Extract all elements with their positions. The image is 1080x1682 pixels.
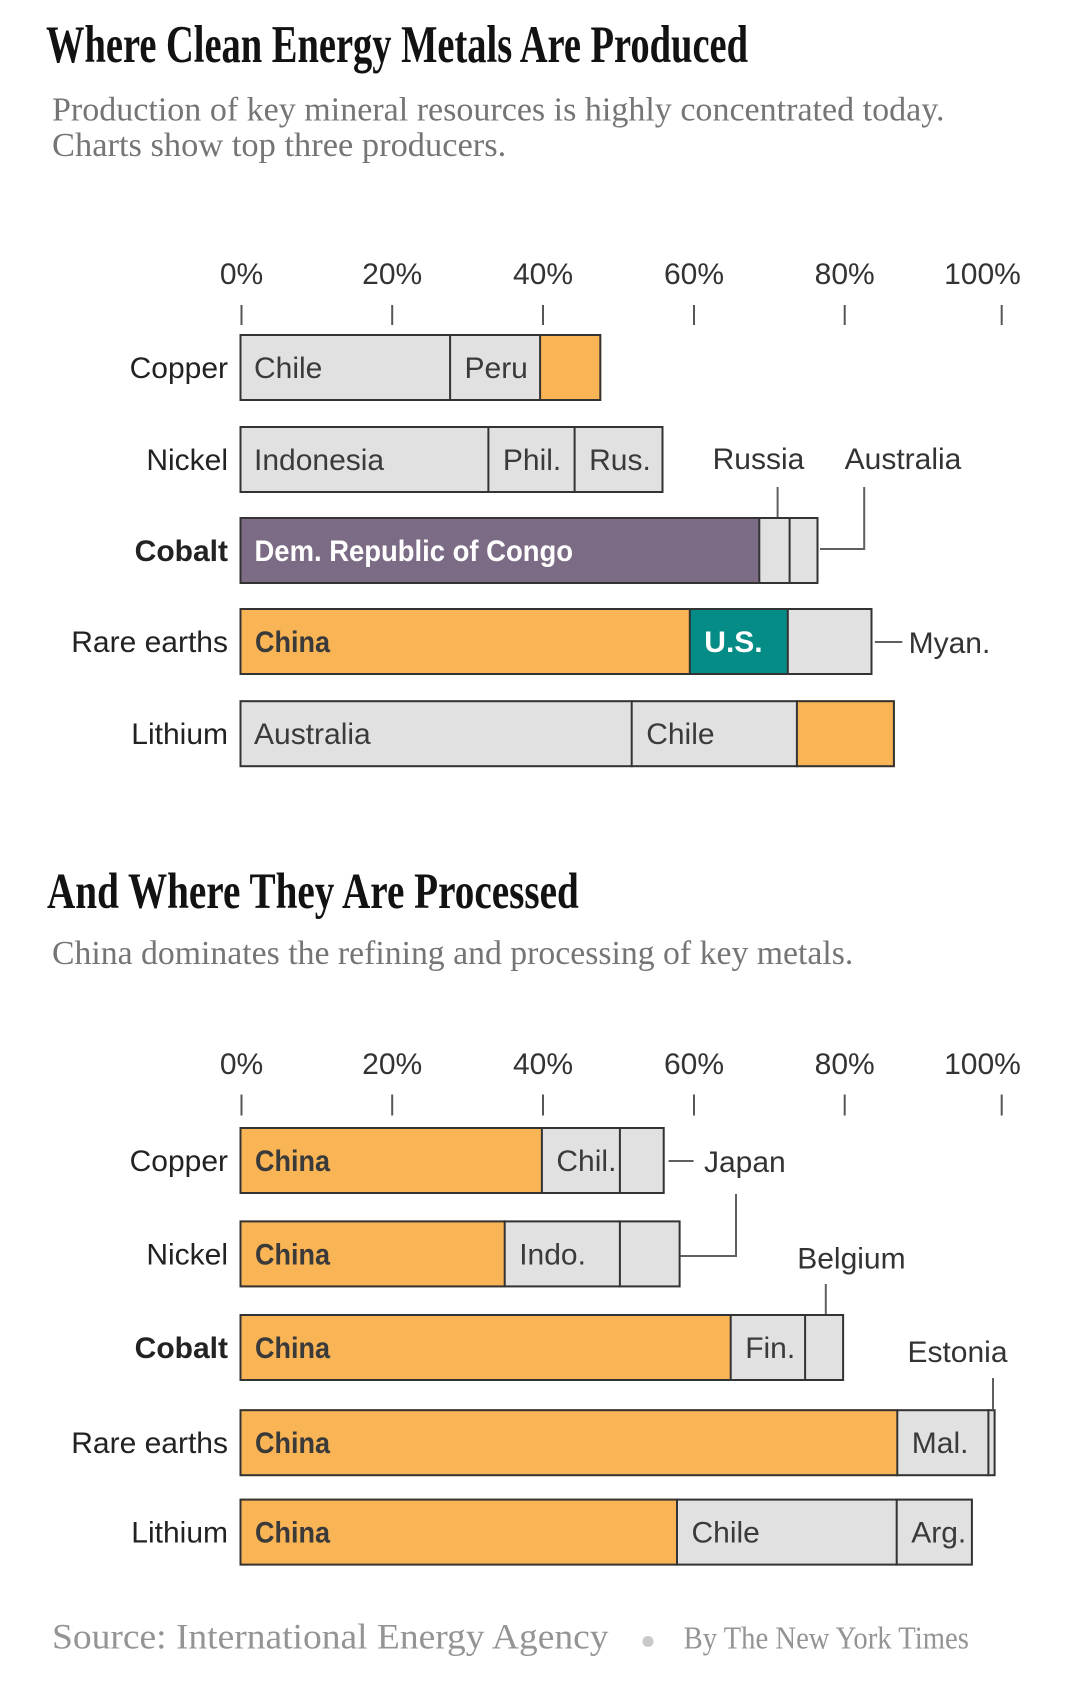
svg-text:Chile: Chile (254, 352, 322, 385)
svg-text:Rare earths: Rare earths (71, 626, 228, 659)
svg-text:Nickel: Nickel (146, 1238, 228, 1271)
svg-text:20%: 20% (362, 258, 422, 291)
svg-text:Charts show top three producer: Charts show top three producers. (52, 127, 506, 164)
svg-text:Cobalt: Cobalt (135, 535, 228, 568)
svg-text:By The New York Times: By The New York Times (684, 1620, 969, 1656)
svg-text:80%: 80% (815, 1048, 875, 1081)
svg-text:Chile: Chile (646, 718, 714, 751)
svg-text:Myan.: Myan. (909, 627, 991, 660)
svg-text:Arg.: Arg. (911, 1517, 966, 1550)
svg-text:20%: 20% (362, 1048, 422, 1081)
svg-text:Chile: Chile (692, 1517, 760, 1550)
svg-text:Rus.: Rus. (589, 444, 651, 477)
svg-text:Lithium: Lithium (131, 1517, 228, 1550)
svg-text:Where Clean Energy Metals Are: Where Clean Energy Metals Are Produced (46, 16, 748, 74)
svg-text:Japan: Japan (704, 1146, 786, 1179)
svg-text:Phil.: Phil. (503, 444, 561, 477)
svg-text:Copper: Copper (130, 1145, 228, 1178)
svg-text:Peru: Peru (465, 352, 528, 385)
svg-text:40%: 40% (513, 1048, 573, 1081)
svg-text:China: China (255, 1517, 330, 1550)
svg-text:China: China (255, 1427, 330, 1460)
svg-text:Cobalt: Cobalt (135, 1332, 228, 1365)
svg-text:Lithium: Lithium (131, 718, 228, 751)
svg-text:Mal.: Mal. (912, 1427, 969, 1460)
svg-text:U.S.: U.S. (704, 626, 762, 659)
svg-text:Belgium: Belgium (797, 1243, 905, 1276)
svg-text:Copper: Copper (130, 352, 228, 385)
svg-text:Russia: Russia (713, 443, 805, 476)
svg-text:0%: 0% (220, 258, 263, 291)
svg-text:Fin.: Fin. (745, 1332, 795, 1365)
svg-text:Production of key mineral reso: Production of key mineral resources is h… (52, 92, 944, 129)
svg-text:China: China (255, 1238, 330, 1271)
svg-text:Australia: Australia (845, 443, 962, 476)
svg-text:Chil.: Chil. (556, 1145, 616, 1178)
svg-text:Indo.: Indo. (519, 1238, 586, 1271)
svg-text:China: China (255, 1332, 330, 1365)
svg-text:China: China (255, 626, 330, 659)
svg-text:100%: 100% (944, 258, 1021, 291)
svg-text:Australia: Australia (254, 718, 371, 751)
svg-text:100%: 100% (944, 1048, 1021, 1081)
svg-text:And Where They Are Processed: And Where They Are Processed (47, 864, 579, 920)
svg-text:Indonesia: Indonesia (254, 444, 384, 477)
svg-text:Nickel: Nickel (146, 444, 228, 477)
svg-text:40%: 40% (513, 258, 573, 291)
svg-text:60%: 60% (664, 1048, 724, 1081)
svg-text:60%: 60% (664, 258, 724, 291)
svg-text:Source: International Energy A: Source: International Energy Agency (52, 1617, 609, 1657)
svg-text:0%: 0% (220, 1048, 263, 1081)
svg-text:80%: 80% (815, 258, 875, 291)
svg-text:Rare earths: Rare earths (71, 1427, 228, 1460)
svg-text:China: China (255, 1145, 330, 1178)
svg-text:Estonia: Estonia (907, 1336, 1007, 1369)
svg-text:China dominates the refining a: China dominates the refining and process… (52, 935, 853, 972)
svg-text:Dem. Republic of Congo: Dem. Republic of Congo (255, 535, 574, 568)
